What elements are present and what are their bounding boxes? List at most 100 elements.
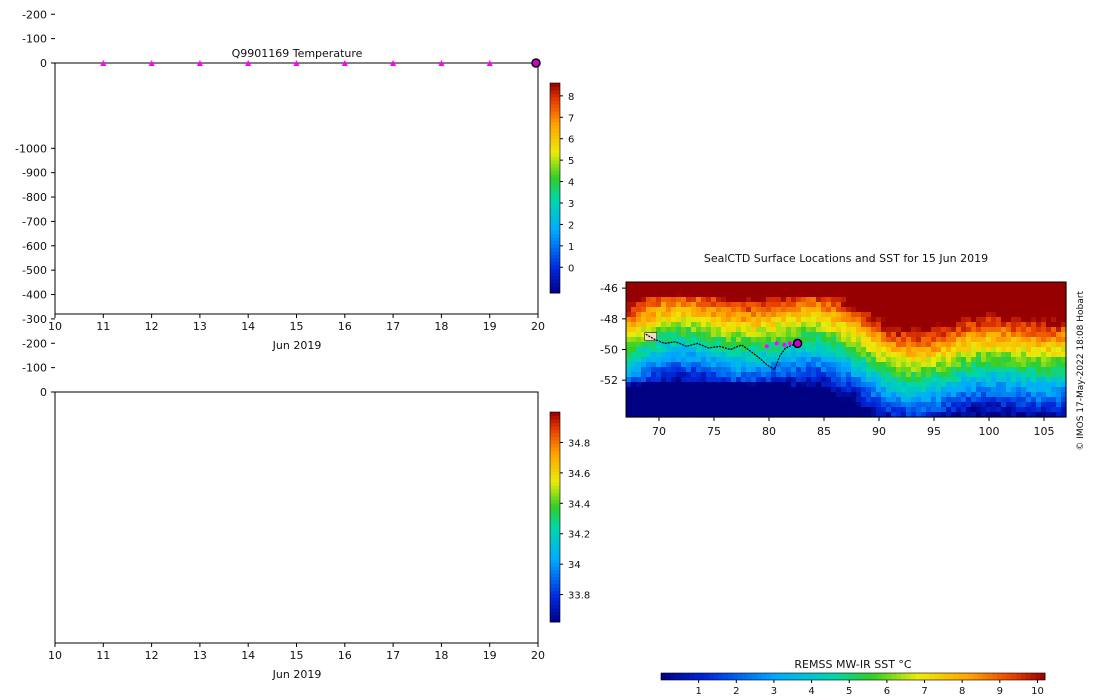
- sst-cell: [1006, 352, 1012, 358]
- sst-cell: [761, 387, 767, 393]
- sst-cell: [966, 342, 972, 348]
- sst-cell: [1036, 337, 1042, 343]
- sst-cell: [811, 287, 817, 293]
- sst-cell: [671, 402, 677, 408]
- sst-cell: [806, 367, 812, 373]
- sst-cell: [671, 322, 677, 328]
- sst-cell: [956, 387, 962, 393]
- sst-cell: [946, 302, 952, 308]
- sst-cell: [726, 392, 732, 398]
- sst-cell: [1036, 387, 1042, 393]
- sst-cell: [921, 302, 927, 308]
- sst-cell: [786, 332, 792, 338]
- sst-cell: [981, 337, 987, 343]
- sst-cell: [781, 397, 787, 403]
- sst-cell: [1036, 327, 1042, 333]
- sst-cell: [861, 392, 867, 398]
- sst-cell: [701, 322, 707, 328]
- sst-cell: [701, 297, 707, 303]
- sst-cell: [721, 342, 727, 348]
- sst-cell: [821, 402, 827, 408]
- sst-cell: [731, 382, 737, 388]
- sst-cell: [916, 387, 922, 393]
- sst-cell: [736, 352, 742, 358]
- sst-cell: [906, 317, 912, 323]
- sst-cell: [816, 322, 822, 328]
- sst-cell: [1011, 352, 1017, 358]
- sst-cell: [1006, 327, 1012, 333]
- sst-cell: [881, 377, 887, 383]
- sst-cell: [681, 387, 687, 393]
- sst-cell: [741, 332, 747, 338]
- sst-cell: [786, 412, 792, 418]
- sst-cell: [926, 337, 932, 343]
- sst-cell: [666, 357, 672, 363]
- sst-cell: [906, 287, 912, 293]
- sst-cell: [1031, 367, 1037, 373]
- sst-cell: [681, 357, 687, 363]
- sst-cell: [981, 352, 987, 358]
- colorbar-swatch: [550, 583, 560, 588]
- sst-cell: [976, 412, 982, 418]
- sst-cell: [676, 397, 682, 403]
- sst-cell: [766, 357, 772, 363]
- sst-cell: [746, 377, 752, 383]
- sst-cell: [1001, 282, 1007, 288]
- sst-cell: [986, 377, 992, 383]
- sst-cell: [991, 292, 997, 298]
- sst-cell: [716, 382, 722, 388]
- colorbar-swatch: [550, 198, 560, 203]
- sst-cell: [821, 367, 827, 373]
- sst-cell: [741, 352, 747, 358]
- sst-cell: [761, 332, 767, 338]
- sst-cell: [826, 347, 832, 353]
- sst-cell: [701, 382, 707, 388]
- sst-cell: [976, 322, 982, 328]
- colorbar-swatch: [550, 247, 560, 252]
- sst-cell: [891, 317, 897, 323]
- sst-cell: [846, 322, 852, 328]
- sst-cell: [951, 312, 957, 318]
- sst-cell: [816, 397, 822, 403]
- sst-cell: [1016, 297, 1022, 303]
- sst-cell: [666, 312, 672, 318]
- colorbar-tick-label: 4: [568, 178, 574, 189]
- sst-cell: [706, 362, 712, 368]
- sst-cell: [976, 327, 982, 333]
- colorbar-swatch: [550, 195, 560, 199]
- profile-marker: [341, 60, 348, 66]
- sst-cell: [741, 347, 747, 353]
- sst-cell: [706, 337, 712, 343]
- sst-cell: [981, 407, 987, 413]
- sst-cell: [1041, 337, 1047, 343]
- sst-cell: [721, 387, 727, 393]
- sst-cell: [696, 327, 702, 333]
- sst-cell: [931, 317, 937, 323]
- colorbar-swatch: [550, 261, 560, 266]
- sst-cell: [931, 342, 937, 348]
- colorbar-swatch: [550, 555, 560, 560]
- sst-cell: [896, 342, 902, 348]
- sst-cell: [791, 302, 797, 308]
- sst-cell: [766, 372, 772, 378]
- colorbar-swatch: [550, 615, 560, 619]
- sst-cell: [726, 317, 732, 323]
- sst-cell: [801, 327, 807, 333]
- sst-cell: [821, 352, 827, 358]
- sst-cell: [871, 312, 877, 318]
- sst-cell: [686, 397, 692, 403]
- sst-cell: [941, 372, 947, 378]
- sst-cell: [986, 347, 992, 353]
- sst-cell: [856, 412, 862, 418]
- sst-cell: [806, 302, 812, 308]
- sst-cell: [1046, 287, 1052, 293]
- sst-cell: [891, 347, 897, 353]
- sst-cell: [966, 327, 972, 333]
- sst-cell: [651, 317, 657, 323]
- sst-cell: [716, 367, 722, 373]
- sst-cell: [876, 322, 882, 328]
- sst-cell: [696, 362, 702, 368]
- sst-cell: [766, 327, 772, 333]
- sst-cell: [966, 372, 972, 378]
- sst-cell: [896, 322, 902, 328]
